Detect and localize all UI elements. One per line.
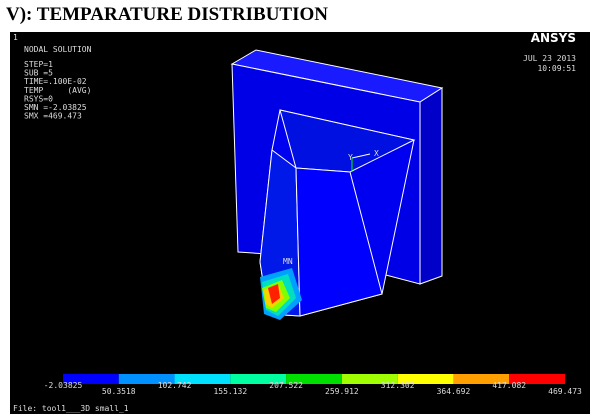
page: V): TEMPARATURE DISTRIBUTION 1 NODAL SOL… xyxy=(0,0,590,414)
time: 10:09:51 xyxy=(537,64,576,73)
legend-label: 207.522 xyxy=(269,381,303,390)
legend-label: 259.912 xyxy=(325,387,359,396)
legend-label: 155.132 xyxy=(213,387,247,396)
legend-label: 102.742 xyxy=(158,381,192,390)
heading: V): TEMPARATURE DISTRIBUTION xyxy=(6,4,328,26)
file-name: File: tool1___3D small_1 xyxy=(13,404,129,413)
min-marker: MN xyxy=(283,257,293,266)
legend-label: 50.3518 xyxy=(102,387,136,396)
axis-x-label: X xyxy=(374,149,379,158)
legend: -2.03825 50.3518 102.742 155.132 207.522 259.… xyxy=(44,374,582,396)
plot-title: NODAL SOLUTION xyxy=(24,45,92,54)
axis-y-label: Y xyxy=(348,153,353,162)
legend-label: -2.03825 xyxy=(44,381,83,390)
info-line: SMX =469.473 xyxy=(24,112,82,121)
window-number: 1 xyxy=(13,33,18,42)
logo: ANSYS xyxy=(531,32,576,45)
legend-label: 312.302 xyxy=(381,381,415,390)
legend-label: 417.082 xyxy=(492,381,526,390)
legend-label: 469.473 xyxy=(548,387,582,396)
date: JUL 23 2013 xyxy=(523,54,576,63)
legend-label: 364.692 xyxy=(437,387,471,396)
